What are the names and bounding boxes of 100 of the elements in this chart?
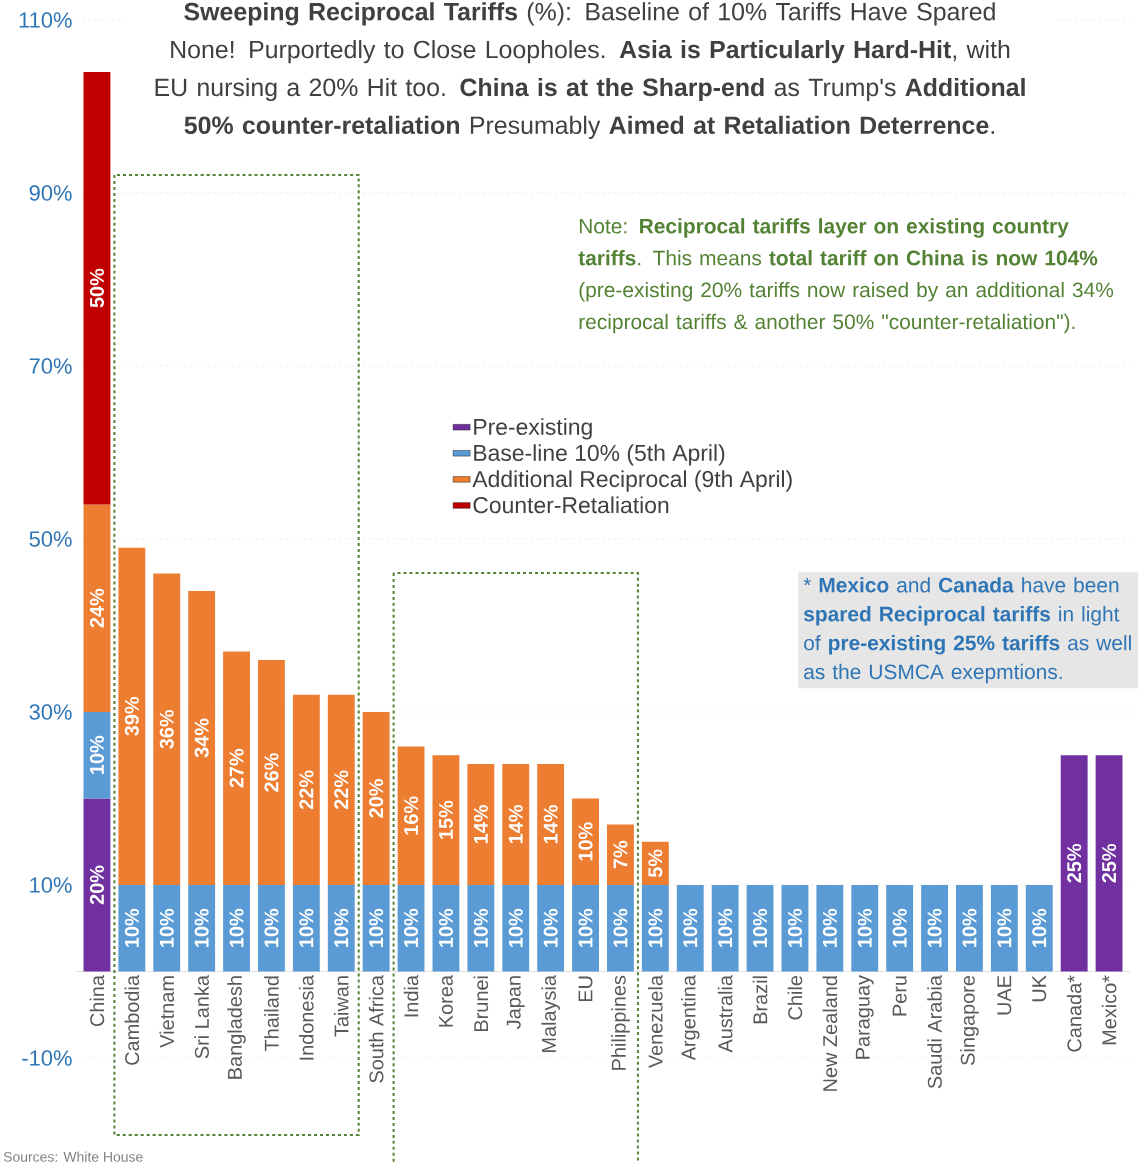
bar <box>886 885 914 972</box>
bar <box>327 885 355 972</box>
bar <box>292 885 320 972</box>
data-label: 10% <box>124 908 139 947</box>
bar <box>572 798 599 885</box>
data-label: 10% <box>613 908 628 947</box>
bar <box>362 885 390 972</box>
text: *Mexico and Canada have been spared Reciprocal tariffs in light of pre-existing 25% tariffs as well as the USMCA exepmtions. <box>803 577 1131 684</box>
x-tick-label: Canada* <box>1066 975 1082 1052</box>
x-tick-label: Indonesia <box>299 975 314 1060</box>
data-label: 10% <box>473 908 488 947</box>
data-label: 10% <box>718 908 733 947</box>
x-tick-label: Mexico* <box>1101 975 1117 1045</box>
x-tick-label: Taiwan <box>333 976 349 1037</box>
bar <box>188 885 216 972</box>
bar <box>676 885 704 972</box>
annotation: Note: Reciprocal tariffs layer on existing country tariffs. This means total tariff on China is now 104% (pre-existing 20% tariffs now raised by an additional 34% reciprocal tariffs & another 50% "counter-retaliation"). <box>578 218 1114 334</box>
data-label: 24% <box>89 588 104 628</box>
x-tick-label: UK <box>1032 975 1047 1002</box>
x-tick-label: Brunei <box>473 976 489 1031</box>
x-tick-label: Philippines <box>611 975 630 1070</box>
x-tick-label: Argentina <box>680 975 700 1061</box>
data-label: 10% <box>438 908 453 947</box>
data-label: 25% <box>1067 843 1082 883</box>
bar <box>292 694 320 885</box>
data-label: 10% <box>159 908 174 947</box>
legend-label: Counter-Retaliation <box>473 496 669 514</box>
data-label: 7% <box>613 840 628 869</box>
data-label: 14% <box>473 805 488 844</box>
data-label: 25% <box>1102 843 1117 883</box>
bar <box>153 573 181 885</box>
bar <box>83 504 111 712</box>
x-tick-label: New Zealand <box>822 976 838 1091</box>
x-tick-label: Saudi Arabia <box>927 975 942 1089</box>
bar <box>467 885 495 972</box>
bar <box>397 746 425 885</box>
legend-label: Pre-existing <box>474 418 592 440</box>
data-label: 10% <box>962 908 977 947</box>
bar <box>83 71 111 505</box>
data-label: 10% <box>508 908 523 947</box>
data-label: 10% <box>404 908 419 947</box>
data-label: 10% <box>683 908 698 947</box>
data-label: 10% <box>787 908 802 947</box>
data-label: 14% <box>508 805 523 844</box>
bar <box>118 547 146 885</box>
bar <box>118 885 146 972</box>
data-label: 39% <box>124 696 139 736</box>
bar <box>467 763 495 885</box>
bar <box>223 885 250 972</box>
x-tick-label: EU <box>578 976 593 1002</box>
y-tick-label: 10% <box>30 877 72 893</box>
data-label: 10% <box>578 908 593 947</box>
x-tick-label: Australia <box>717 975 733 1053</box>
bar <box>502 763 530 885</box>
data-label: 27% <box>229 748 244 788</box>
y-tick-label: 90% <box>29 185 72 201</box>
data-label: 10% <box>194 908 209 947</box>
data-label: 10% <box>89 735 104 774</box>
data-label: 10% <box>892 908 907 947</box>
x-tick-label: Singapore <box>960 975 979 1065</box>
data-label: 10% <box>369 908 384 947</box>
x-tick-label: India <box>403 975 419 1017</box>
x-tick-label: South Africa <box>368 975 384 1083</box>
x-tick-label: Paraguay <box>855 975 874 1059</box>
data-label: 5% <box>648 849 663 878</box>
bar <box>362 712 390 885</box>
x-tick-label: Bangladesh <box>227 976 246 1079</box>
data-label: 10% <box>264 908 279 947</box>
bar <box>327 694 355 885</box>
data-label: 22% <box>334 770 349 810</box>
data-label: 36% <box>159 709 174 749</box>
bar <box>816 885 844 972</box>
x-tick-label: Malaysia <box>541 975 560 1052</box>
y-tick-label: -10% <box>22 1050 72 1066</box>
data-label: 10% <box>927 908 942 947</box>
x-tick-label: Chile <box>787 975 803 1020</box>
data-label: 22% <box>299 770 314 810</box>
x-tick-label: Thailand <box>264 976 279 1051</box>
source-note: Sources: White House <box>3 1151 143 1162</box>
chart-title: Sweeping Reciprocal Tariffs (%): Baseline of 10% Tariffs Have Spared None! Purportedly to Close Loopholes. Asia is Particularly Hard-Hit, with EU nursing a 20% Hit too. China is at the Sharp-end as Trump's Additional 50% counter-retaliation Presumably Aimed at Retaliation Deterrence. <box>155 2 1025 139</box>
y-tick-label: 110% <box>19 12 72 28</box>
legend-label: Base-line 10% (5th April) <box>474 444 725 466</box>
data-label: 20% <box>89 865 104 905</box>
data-label: 10% <box>578 822 593 861</box>
x-tick-label: Korea <box>439 975 453 1027</box>
data-label: 10% <box>543 908 558 947</box>
data-label: 10% <box>857 908 872 947</box>
bar <box>956 885 983 972</box>
bar <box>83 798 111 972</box>
data-label: 10% <box>997 908 1012 947</box>
bar <box>258 660 285 885</box>
x-tick-label: Cambodia <box>124 975 140 1065</box>
data-label: 16% <box>404 796 419 835</box>
x-tick-label: Peru <box>892 976 907 1016</box>
x-tick-label: Sri Lanka <box>194 975 209 1059</box>
data-label: 26% <box>264 753 279 792</box>
data-label: 10% <box>1032 908 1047 947</box>
data-label: 10% <box>299 908 314 947</box>
bar <box>188 590 216 885</box>
data-label: 20% <box>369 779 384 818</box>
